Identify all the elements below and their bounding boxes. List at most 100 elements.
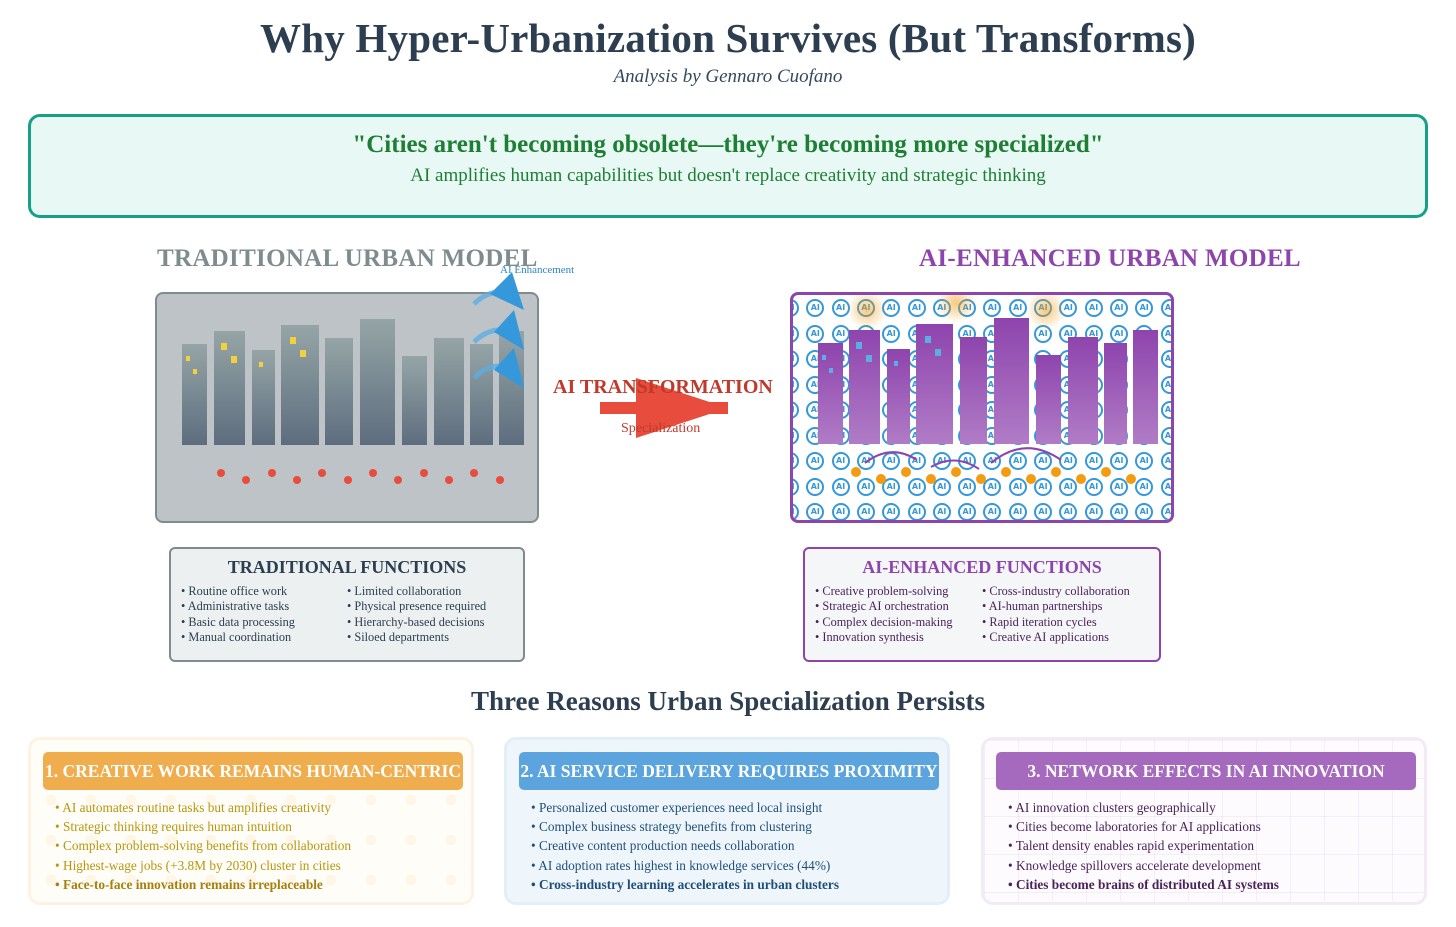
window [290,337,296,344]
person-dot [420,469,428,477]
ai-chip-icon: AI [983,299,1002,317]
ai-functions-left: • Creative problem-solving • Strategic A… [815,584,982,645]
building [1036,355,1061,444]
quote-sub: AI amplifies human capabilities but does… [410,165,1046,186]
function-item: • Complex decision-making [815,614,953,629]
ai-chip-icon: AI [1160,452,1171,470]
ai-chip-icon: AI [882,324,901,343]
person-dot [1001,467,1011,477]
traditional-functions-left: • Routine office work • Administrative t… [181,584,347,645]
ai-chip-icon: AI [958,477,977,496]
ai-chip-icon: AI [983,452,1002,470]
building [887,349,910,444]
reason-item: • AI automates routine tasks but amplifi… [55,800,332,815]
ai-chip-icon: AI [831,503,850,520]
person-dot [268,469,276,477]
person-dot [1026,474,1036,484]
person-dot [1101,467,1111,477]
traditional-functions-title: TRADITIONAL FUNCTIONS [227,557,467,577]
reason-card-creative-work: 1. CREATIVE WORK REMAINS HUMAN-CENTRIC •… [28,737,474,905]
ai-chip-icon: AI [1008,503,1027,520]
person-dot [876,474,886,484]
ai-chip-icon: AI [1160,350,1171,368]
ai-chip-icon: AI [856,452,875,470]
ai-chip-icon: AI [1160,299,1171,317]
function-item: • Rapid iteration cycles [982,614,1097,629]
building [960,337,987,444]
ai-chip-icon: AI [882,503,901,520]
window [935,349,941,356]
ai-chip-icon: AI [1135,477,1154,496]
ai-chip-icon: AI [1034,477,1052,496]
person-dot [926,474,936,484]
reason-item: • Personalized customer experiences need… [531,800,823,815]
building [360,319,395,445]
ai-chip-icon: AI [1084,299,1103,317]
building [499,331,524,445]
person-dot [1126,474,1136,484]
building [818,343,843,444]
ai-functions-box: AI-ENHANCED FUNCTIONS • Creative problem… [803,547,1161,662]
ai-chip-icon: AI [907,477,926,496]
building [281,325,319,445]
traditional-functions-right: • Limited collaboration • Physical prese… [347,584,513,645]
window [259,362,263,367]
function-item: • Innovation synthesis [815,629,924,644]
reason-item: • Complex business strategy benefits fro… [531,819,812,835]
function-item: • Basic data processing [181,614,295,629]
person-dot [242,476,250,484]
window [925,336,931,343]
function-item: • Cross-industry collaboration [982,584,1130,598]
person-dot [951,467,961,477]
person-dot [318,469,326,477]
function-item: • Strategic AI orchestration [815,599,949,614]
window [856,342,862,349]
transformation-label: AI TRANSFORMATION [553,376,773,398]
reason-list: • AI automates routine tasks but amplifi… [55,798,351,894]
ai-chip-icon: AI [932,477,951,496]
key-quote-box: "Cities aren't becoming obsolete—they're… [28,114,1428,218]
window [822,355,826,360]
specialization-label: Specialization [621,421,701,436]
function-item: • Physical presence required [347,599,487,614]
reason-item-key: • Cross-industry learning accelerates in… [531,876,840,892]
person-dot [445,476,453,484]
traditional-city-illustration [155,292,539,523]
function-item: • Routine office work [181,584,288,598]
ai-chip-icon: AI [1135,452,1154,470]
person-dot [901,467,911,477]
ai-chip-icon: AI [1160,324,1171,343]
person-dot [496,476,504,484]
ai-enhancement-arrows-icon [472,272,524,388]
building [402,356,427,445]
ai-chip-icon: AI [1109,324,1128,343]
reason-item: • Knowledge spillovers accelerate develo… [1008,857,1261,873]
ai-chip-icon: AI [856,503,875,520]
ai-chip-icon: AI [1160,503,1171,520]
function-item: • Siloed departments [347,629,449,644]
reason-card-heading: 3. NETWORK EFFECTS IN AI INNOVATION [996,752,1416,790]
ai-chip-icon: AI [831,452,850,470]
reason-list: • AI innovation clusters geographically … [1008,798,1279,894]
building [1104,343,1127,444]
reason-item: • Talent density enables rapid experimen… [1008,838,1255,854]
ai-chip-icon: AI [806,503,825,520]
ai-functions-right: • Cross-industry collaboration • AI-huma… [982,584,1149,645]
reason-card-service-proximity: 2. AI SERVICE DELIVERY REQUIRES PROXIMIT… [504,737,950,905]
ai-chip-icon: AI [856,477,875,496]
ai-chip-icon: AI [907,299,926,317]
building [325,338,353,445]
function-item: • Creative AI applications [982,629,1109,644]
reason-card-network-effects: 3. NETWORK EFFECTS IN AI INNOVATION • AI… [981,737,1427,905]
ai-chip-icon: AI [831,477,850,496]
quote-main: "Cities aren't becoming obsolete—they're… [352,131,1104,158]
page-title: Why Hyper-Urbanization Survives (But Tra… [260,15,1196,61]
ai-chip-icon: AI [1160,375,1171,394]
ai-chip-icon: AI [1059,477,1078,496]
function-item: • Manual coordination [181,629,292,644]
reasons-section-title: Three Reasons Urban Specialization Persi… [471,686,985,716]
person-dot [1076,474,1086,484]
ai-chip-icon: AI [1084,477,1103,496]
window [829,368,833,373]
function-item: • AI-human partnerships [982,599,1103,614]
